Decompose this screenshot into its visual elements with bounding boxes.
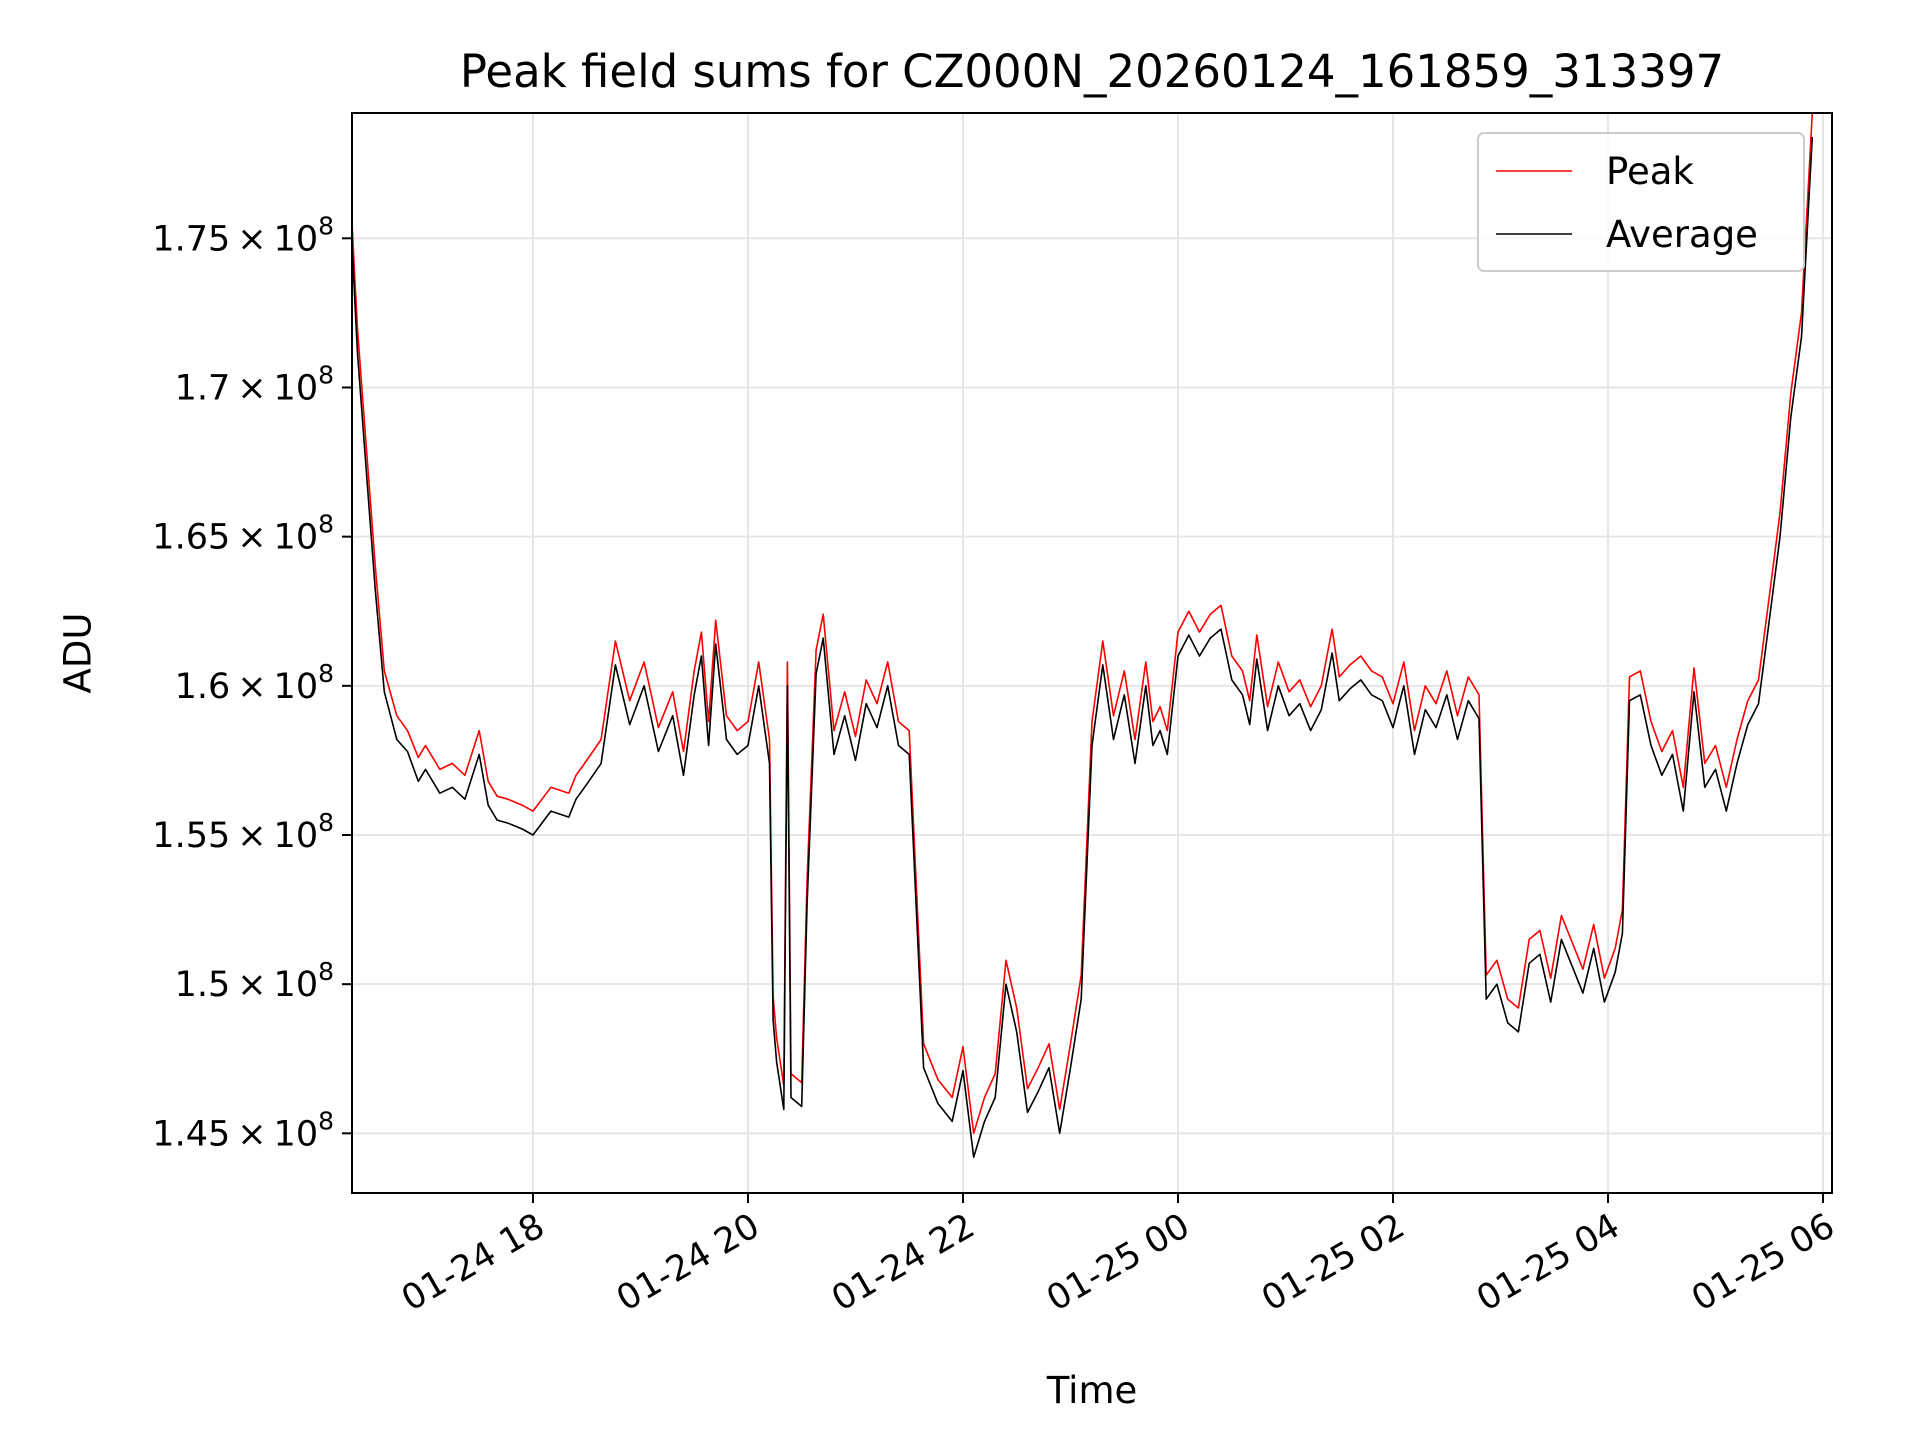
y-tick-times: × <box>230 816 273 856</box>
y-tick-label: 1.55 × 108 <box>152 808 334 856</box>
y-tick-exponent: 8 <box>318 211 334 240</box>
y-tick-exponent: 8 <box>318 510 334 539</box>
series-line-peak <box>352 113 1814 1135</box>
y-tick-label: 1.65 × 108 <box>152 510 334 558</box>
y-tick-exponent: 8 <box>318 360 334 389</box>
legend: Peak Average <box>1477 132 1805 272</box>
series-line-average <box>352 136 1814 1158</box>
y-tick-mantissa: 1.75 <box>152 219 230 259</box>
y-tick-label: 1.5 × 108 <box>175 957 334 1005</box>
y-tick-exponent: 8 <box>318 957 334 986</box>
y-tick-label: 1.6 × 108 <box>175 659 334 707</box>
grid <box>352 113 1832 1193</box>
y-tick-base: 10 <box>274 1114 319 1154</box>
y-tick-label: 1.7 × 108 <box>175 360 334 408</box>
y-tick-base: 10 <box>274 368 319 408</box>
y-tick-times: × <box>230 667 273 707</box>
y-tick-exponent: 8 <box>318 808 334 837</box>
y-tick-mantissa: 1.45 <box>152 1114 230 1154</box>
x-axis-label: Time <box>1046 1369 1138 1412</box>
y-tick-times: × <box>230 368 273 408</box>
y-tick-times: × <box>230 1114 273 1154</box>
y-tick-base: 10 <box>274 518 319 558</box>
y-tick-times: × <box>230 965 273 1005</box>
y-tick-times: × <box>230 219 273 259</box>
legend-label-average: Average <box>1606 213 1758 256</box>
y-tick-mantissa: 1.65 <box>152 518 230 558</box>
legend-label-peak: Peak <box>1606 150 1694 193</box>
y-tick-label: 1.45 × 108 <box>152 1106 334 1154</box>
y-tick-mantissa: 1.7 <box>175 368 231 408</box>
series-lines <box>352 113 1814 1158</box>
y-tick-base: 10 <box>274 816 319 856</box>
y-tick-exponent: 8 <box>318 1106 334 1135</box>
y-tick-mantissa: 1.55 <box>152 816 230 856</box>
plot-frame <box>351 112 1833 1194</box>
y-tick-mantissa: 1.5 <box>175 965 231 1005</box>
chart-title: Peak field sums for CZ000N_20260124_1618… <box>460 45 1724 98</box>
y-tick-base: 10 <box>274 219 319 259</box>
y-tick-label: 1.75 × 108 <box>152 211 334 259</box>
legend-box <box>1477 132 1805 272</box>
y-tick-base: 10 <box>274 965 319 1005</box>
y-tick-base: 10 <box>274 667 319 707</box>
y-tick-times: × <box>230 518 273 558</box>
y-axis-label: ADU <box>57 613 100 694</box>
y-tick-exponent: 8 <box>318 659 334 688</box>
y-tick-mantissa: 1.6 <box>175 667 231 707</box>
